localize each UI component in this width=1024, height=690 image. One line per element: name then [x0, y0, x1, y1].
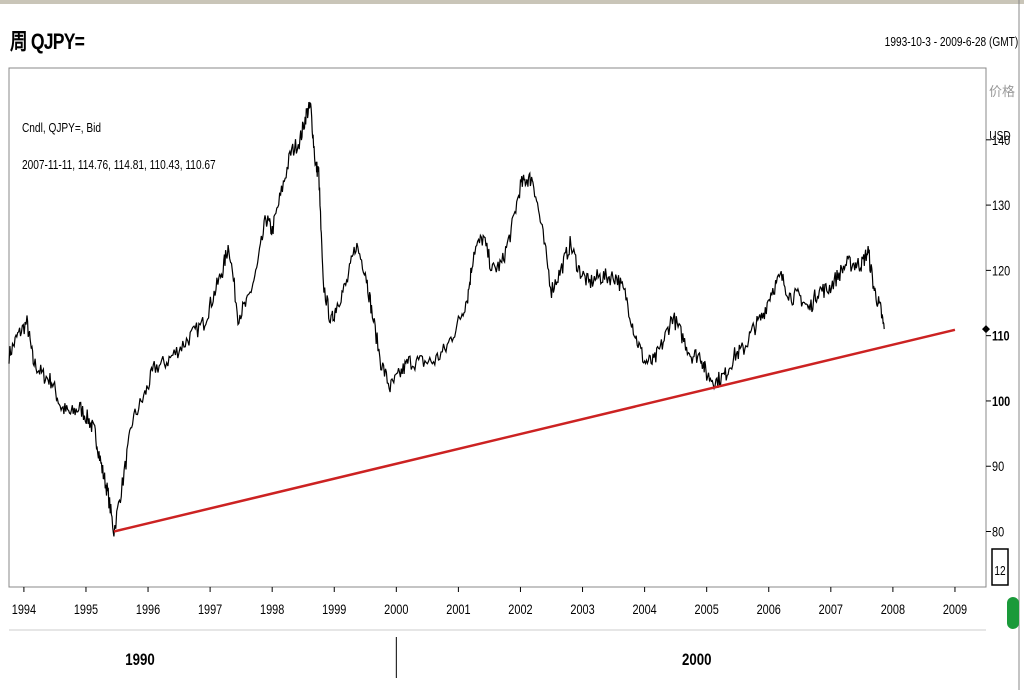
y-tick-label: 90 [992, 459, 1004, 475]
x-tick-label: 2003 [570, 602, 594, 618]
x-tick-label: 2001 [446, 602, 470, 618]
x-axis-ticks: 1994 1995 1996 1997 1998 1999 2000 2001 2002 2003… [12, 587, 967, 617]
x-tick-label: 1996 [136, 602, 160, 618]
x-tick-label: 1998 [260, 602, 284, 618]
legend-series-label: Cndl, QJPY=, Bid [22, 121, 101, 135]
window-top-border [0, 0, 1024, 4]
date-range-label: 1993-10-3 - 2009-6-28 (GMT) [884, 34, 1018, 49]
x-tick-label: 2002 [508, 602, 532, 618]
chart-legend: Cndl, QJPY=, Bid 2007-11-11, 114.76, 114… [22, 121, 216, 172]
y-tick-label: 140 [992, 133, 1010, 149]
y-axis-title-currency: USD [989, 129, 1010, 143]
y-tick-label: 120 [992, 263, 1010, 279]
x-tick-label: 2008 [881, 602, 905, 618]
x-tick-label: 1999 [322, 602, 346, 618]
decade-label: 2000 [682, 651, 711, 670]
axis-scale-label: 12 [994, 564, 1005, 578]
trendline [113, 328, 956, 533]
x-tick-label: 2007 [819, 602, 843, 618]
x-tick-label: 2009 [943, 602, 967, 618]
series-layer [8, 101, 956, 537]
x-tick-label: 2005 [695, 602, 719, 618]
decade-label: 1990 [125, 651, 154, 670]
legend-ohlc-values: 2007-11-11, 114.76, 114.81, 110.43, 110.… [22, 158, 216, 172]
price-series-line [8, 101, 885, 537]
plot-area [8, 67, 987, 588]
y-axis-ticks: 140 130 120 110 100 90 80 [982, 133, 1010, 540]
y-tick-label: 80 [992, 524, 1004, 540]
y-tick-label: 110 [992, 328, 1010, 344]
x-tick-label: 1997 [198, 602, 222, 618]
y-axis-title: 价格 USD [989, 84, 1015, 143]
x-tick-label: 2004 [632, 602, 656, 618]
x-tick-label: 1995 [74, 602, 98, 618]
y-tick-label: 130 [992, 198, 1010, 214]
x-tick-label: 1994 [12, 602, 36, 618]
x-tick-label: 2000 [384, 602, 408, 618]
y-tick-label: 100 [992, 394, 1010, 410]
y-axis-title-price: 价格 [989, 84, 1015, 100]
chart-title: 周 QJPY= [10, 29, 85, 54]
x-tick-label: 2006 [757, 602, 781, 618]
axis-scale-box[interactable] [991, 548, 1009, 586]
decade-labels: 1990 2000 [125, 637, 711, 678]
last-price-marker [982, 325, 990, 334]
scroll-indicator[interactable] [1007, 597, 1019, 629]
